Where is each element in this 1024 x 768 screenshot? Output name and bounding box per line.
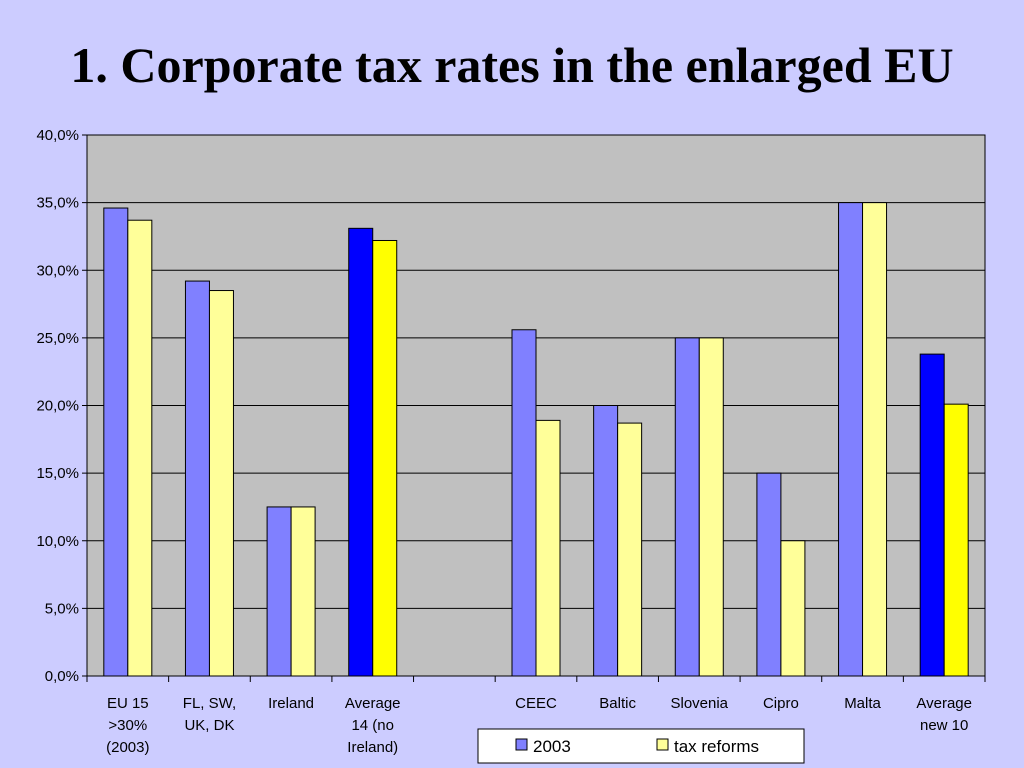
x-axis: EU 15 >30% (2003) FL, SW, UK, DK Ireland Avera… — [86, 675, 986, 756]
bar-tax-reforms — [535, 419, 561, 677]
x-tick-label: new 10 — [920, 717, 968, 734]
y-tick-label: 25,0% — [36, 330, 79, 347]
bar-tax-reforms — [943, 403, 969, 677]
bar-2003 — [756, 472, 782, 677]
x-tick-label: (2003) — [106, 739, 149, 756]
bars — [103, 202, 969, 677]
legend: 2003 tax reforms — [477, 728, 805, 764]
y-tick-label: 20,0% — [36, 398, 79, 415]
x-tick-label: Slovenia — [670, 695, 728, 712]
y-tick-label: 35,0% — [36, 195, 79, 212]
bar-tax-reforms — [127, 219, 153, 677]
y-tick-label: 5,0% — [45, 600, 79, 617]
legend-box — [477, 728, 805, 764]
bar-tax-reforms — [290, 506, 316, 677]
y-tick-label: 0,0% — [45, 668, 79, 685]
y-axis: 0,0% 5,0% 10,0% 15,0% 20,0% 25,0% 30,0% 35,0% 40… — [36, 127, 88, 685]
bar-2003 — [593, 405, 619, 677]
bar-2003 — [919, 353, 945, 677]
y-tick-label: 10,0% — [36, 533, 79, 550]
x-tick-label: Cipro — [763, 695, 799, 712]
x-tick-label: 14 (no — [351, 717, 394, 734]
legend-label-2003: 2003 — [533, 737, 571, 756]
bar-2003 — [838, 202, 864, 677]
x-tick-label: Malta — [844, 695, 881, 712]
x-tick-label: Baltic — [599, 695, 636, 712]
x-tick-label: Ireland) — [347, 739, 398, 756]
x-tick-label: UK, DK — [184, 717, 234, 734]
x-tick-label: EU 15 — [107, 695, 149, 712]
bar-2003 — [266, 506, 292, 677]
bar-tax-reforms — [208, 290, 234, 677]
bar-tax-reforms — [698, 337, 724, 677]
x-tick-label: Average — [345, 695, 401, 712]
x-tick-label: Ireland — [268, 695, 314, 712]
legend-swatch-2003 — [515, 738, 528, 751]
y-tick-label: 15,0% — [36, 465, 79, 482]
bar-2003 — [184, 280, 210, 677]
x-tick-label: >30% — [108, 717, 147, 734]
y-tick-label: 30,0% — [36, 262, 79, 279]
bar-2003 — [674, 337, 700, 677]
bar-tax-reforms — [780, 540, 806, 677]
x-tick-label: Average — [916, 695, 972, 712]
bar-tax-reforms — [372, 239, 398, 677]
slide-title: 1. Corporate tax rates in the enlarged E… — [70, 37, 954, 93]
bar-2003 — [511, 329, 537, 677]
y-tick-label: 40,0% — [36, 127, 79, 144]
x-tick-label: CEEC — [515, 695, 557, 712]
bar-tax-reforms — [862, 202, 888, 677]
legend-swatch-tax-reforms — [656, 738, 669, 751]
bar-2003 — [103, 207, 129, 677]
bar-2003 — [348, 227, 374, 677]
x-tick-label: FL, SW, — [183, 695, 236, 712]
bar-tax-reforms — [617, 422, 643, 677]
legend-label-tax-reforms: tax reforms — [674, 737, 759, 756]
